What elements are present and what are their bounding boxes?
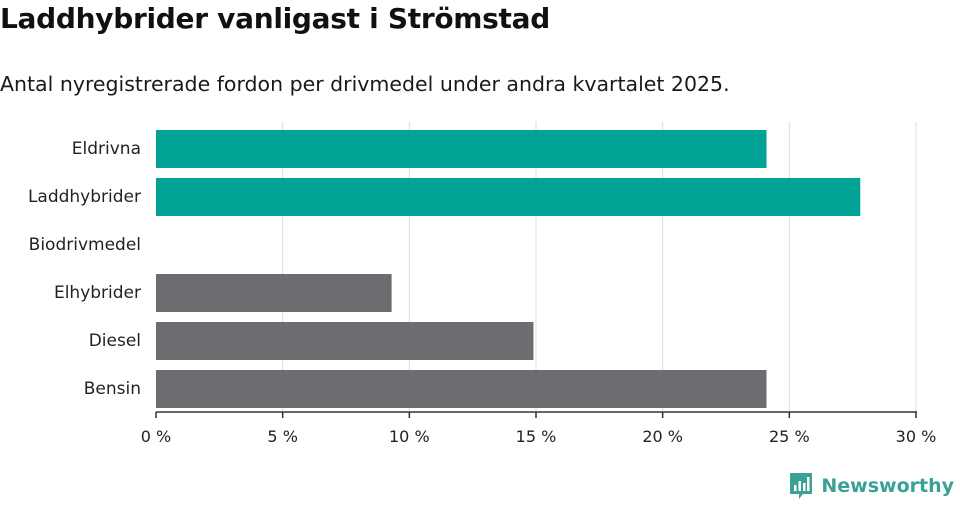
bar[interactable] <box>156 130 767 168</box>
bar[interactable] <box>156 178 861 216</box>
category-label: Bensin <box>84 379 141 399</box>
x-tick-label: 15 % <box>516 427 557 446</box>
x-tick-label: 5 % <box>267 427 297 446</box>
bar[interactable] <box>156 370 767 408</box>
x-axis: 0 % 5 % 10 % 15 % 20 % 25 % 30 % <box>141 411 937 446</box>
brand-name: Newsworthy <box>821 475 954 497</box>
category-label: Eldrivna <box>72 139 141 159</box>
bar[interactable] <box>156 322 534 360</box>
x-tick-label: 10 % <box>389 427 430 446</box>
chart-subtitle: Antal nyregistrerade fordon per drivmede… <box>0 72 730 96</box>
x-tick-label: 0 % <box>141 427 171 446</box>
x-tick-label: 20 % <box>642 427 683 446</box>
brand-logo[interactable]: Newsworthy <box>789 471 954 501</box>
bar[interactable] <box>156 274 392 312</box>
category-label: Diesel <box>89 331 141 351</box>
x-tick-label: 25 % <box>769 427 810 446</box>
bar-chart-speech-bubble-icon <box>790 473 813 499</box>
category-label: Laddhybrider <box>28 187 141 207</box>
category-label: Biodrivmedel <box>29 235 141 255</box>
gridlines <box>282 122 917 412</box>
category-labels: Eldrivna Laddhybrider Biodrivmedel Elhybrid… <box>28 139 141 399</box>
bars <box>156 130 861 408</box>
x-tick-label: 30 % <box>896 427 937 446</box>
chart-title: Laddhybrider vanligast i Strömstad <box>0 2 550 35</box>
category-label: Elhybrider <box>54 283 141 303</box>
